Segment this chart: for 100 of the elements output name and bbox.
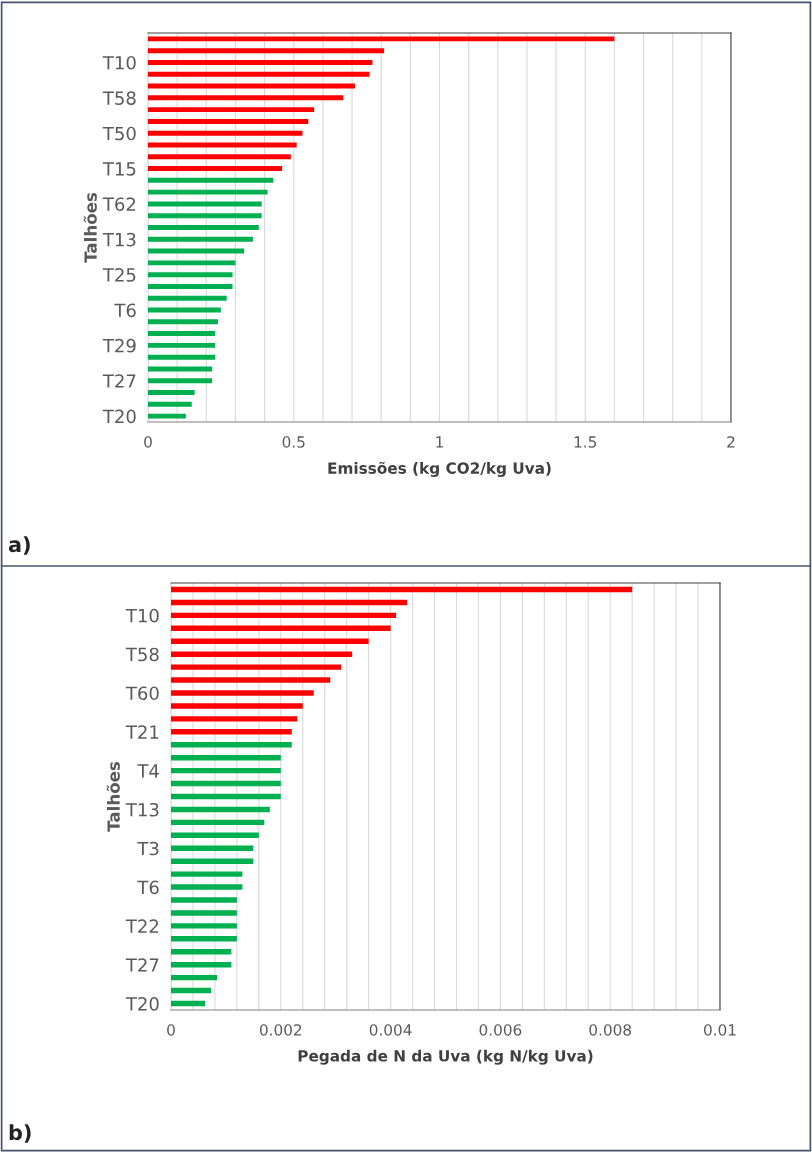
bar bbox=[148, 283, 233, 289]
bar bbox=[148, 260, 236, 266]
y-tick-label: T3 bbox=[137, 841, 159, 856]
bar bbox=[148, 366, 213, 372]
x-tick-label: 0 bbox=[144, 436, 152, 448]
y-tick-label: T13 bbox=[102, 232, 136, 247]
y-tick-label: T13 bbox=[125, 802, 159, 817]
y-tick-label: T50 bbox=[102, 126, 136, 141]
bar bbox=[148, 401, 192, 407]
bar bbox=[148, 36, 615, 42]
bar bbox=[148, 213, 262, 219]
bar bbox=[171, 936, 237, 942]
y-tick-label: T20 bbox=[125, 996, 159, 1011]
bar bbox=[148, 319, 218, 325]
x-tick-label: 1 bbox=[436, 436, 443, 448]
bar bbox=[171, 806, 270, 813]
y-tick-label: T27 bbox=[102, 374, 136, 388]
x-tick-label: 0 bbox=[167, 1024, 175, 1036]
bar bbox=[171, 599, 408, 606]
bar bbox=[148, 189, 268, 195]
bar bbox=[171, 729, 292, 735]
y-tick-label: T10 bbox=[102, 55, 136, 70]
bar bbox=[171, 651, 353, 657]
bar bbox=[171, 625, 391, 632]
bar bbox=[171, 1000, 206, 1007]
x-axis-title: Emissões (kg CO2/kg Uva) bbox=[328, 461, 551, 477]
y-tick-label: T6 bbox=[114, 303, 136, 318]
bar bbox=[148, 59, 373, 65]
y-tick-label: T22 bbox=[125, 919, 159, 933]
x-tick-label: 2 bbox=[727, 436, 735, 448]
text: b) bbox=[9, 1124, 31, 1143]
bar bbox=[171, 767, 281, 774]
bar bbox=[171, 974, 218, 981]
y-tick-label: T58 bbox=[125, 647, 159, 662]
y-axis-title: Talhões bbox=[106, 761, 120, 832]
bar bbox=[148, 107, 315, 113]
bar bbox=[148, 413, 186, 419]
bar bbox=[148, 154, 291, 160]
y-tick-label: T58 bbox=[102, 91, 136, 105]
y-tick-label: T60 bbox=[125, 686, 159, 701]
bar bbox=[171, 703, 303, 709]
bar bbox=[171, 871, 243, 877]
x-tick-label: 1.5 bbox=[574, 436, 597, 448]
bar bbox=[148, 331, 216, 337]
bar bbox=[171, 780, 281, 787]
bar bbox=[148, 354, 216, 360]
x-tick-label: 0.002 bbox=[259, 1024, 302, 1036]
bar bbox=[171, 638, 369, 644]
bar bbox=[171, 987, 212, 994]
x-tick-label: 0.008 bbox=[589, 1024, 632, 1036]
bar bbox=[148, 48, 385, 54]
bar bbox=[171, 612, 397, 619]
bar bbox=[171, 910, 237, 916]
bar bbox=[148, 248, 245, 254]
y-axis-title: Talhões bbox=[83, 192, 97, 263]
y-tick-label: T62 bbox=[102, 197, 136, 212]
bar bbox=[148, 225, 259, 230]
bar bbox=[171, 793, 281, 800]
x-tick-label: 0.01 bbox=[704, 1024, 736, 1036]
y-tick-label: T27 bbox=[125, 958, 159, 972]
bar bbox=[171, 961, 232, 968]
bar bbox=[171, 586, 633, 593]
bar bbox=[148, 118, 309, 124]
x-tick-label: 0.5 bbox=[282, 436, 305, 448]
x-tick-label: 0.006 bbox=[479, 1024, 522, 1036]
bar bbox=[171, 664, 342, 670]
bar bbox=[148, 130, 303, 136]
x-axis-title: Pegada de N da Uva (kg N/kg Uva) bbox=[298, 1049, 593, 1065]
y-tick-label: T4 bbox=[137, 764, 159, 778]
bar bbox=[171, 742, 292, 748]
bar bbox=[148, 177, 274, 183]
bar bbox=[148, 236, 253, 242]
text: a) bbox=[8, 536, 30, 555]
bar bbox=[171, 754, 281, 761]
x-tick-label: 0.004 bbox=[369, 1024, 412, 1036]
bar bbox=[148, 166, 283, 172]
bar bbox=[148, 295, 227, 301]
bar bbox=[148, 378, 213, 384]
bar bbox=[171, 832, 259, 839]
y-tick-label: T21 bbox=[125, 725, 159, 739]
bar bbox=[148, 390, 195, 396]
y-tick-label: T20 bbox=[102, 409, 136, 424]
y-tick-label: T10 bbox=[125, 608, 159, 623]
bar bbox=[171, 716, 298, 722]
bar bbox=[171, 845, 254, 851]
bar bbox=[148, 342, 216, 348]
bar bbox=[171, 949, 232, 955]
y-tick-label: T15 bbox=[102, 162, 136, 176]
y-tick-label: T29 bbox=[102, 338, 136, 353]
bar bbox=[171, 897, 237, 903]
bar bbox=[171, 677, 331, 683]
bar bbox=[148, 95, 344, 101]
bar bbox=[171, 923, 237, 929]
y-tick-label: T6 bbox=[137, 880, 159, 895]
bar bbox=[148, 71, 370, 77]
bar bbox=[171, 819, 265, 826]
bar bbox=[171, 858, 254, 864]
y-tick-label: T25 bbox=[102, 268, 136, 282]
bar bbox=[171, 884, 243, 890]
bar bbox=[148, 83, 355, 89]
